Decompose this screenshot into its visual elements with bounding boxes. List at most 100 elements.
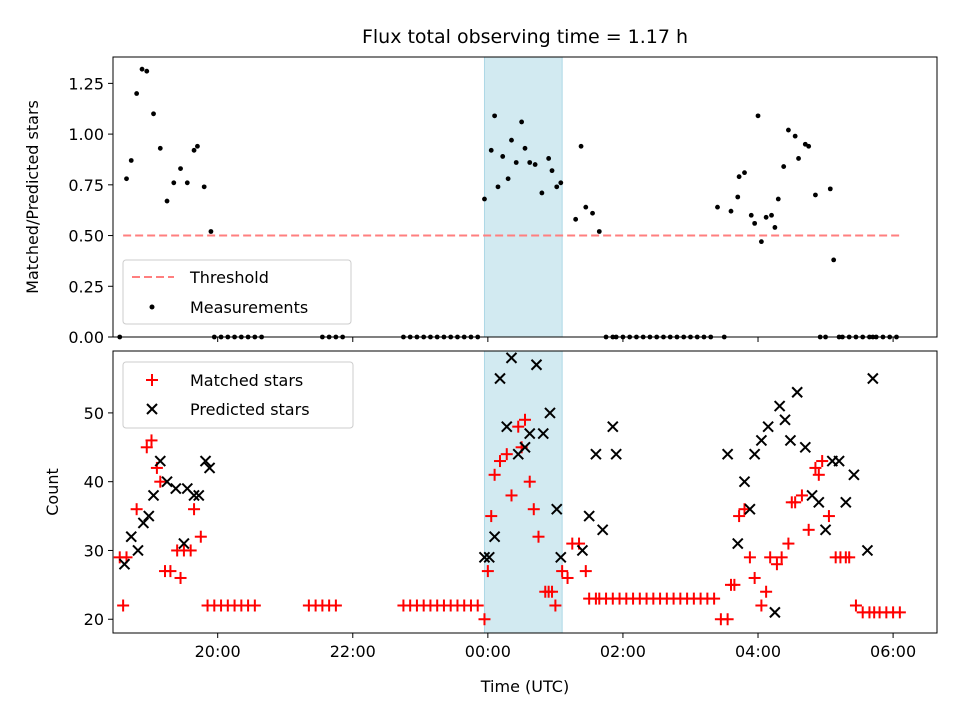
predicted-point	[773, 400, 786, 412]
matched-point	[579, 565, 592, 578]
measurement-point	[171, 180, 177, 186]
predicted-point	[762, 420, 774, 433]
measurement-point	[195, 143, 200, 149]
measurement-point	[539, 190, 545, 196]
top-ytick-label: 0.50	[68, 227, 104, 246]
predicted-point	[519, 441, 531, 453]
measurement-point	[178, 166, 183, 171]
predicted-point	[193, 489, 205, 502]
measurement-point	[813, 192, 818, 198]
legend-measurements-label: Measurements	[190, 298, 308, 317]
matched-point	[743, 551, 756, 564]
measurement-point	[806, 143, 812, 149]
predicted-point-b	[118, 558, 131, 570]
matched-point	[194, 530, 207, 543]
predicted-point-b	[721, 448, 734, 460]
bottom-series-2	[118, 352, 879, 619]
legend-predicted-label: Predicted stars	[190, 400, 310, 419]
measurement-point	[527, 160, 533, 165]
matched-point	[733, 510, 746, 523]
matched-point	[728, 578, 741, 591]
predicted-point-b	[501, 420, 513, 433]
matched-point	[248, 599, 261, 612]
top-ytick-label: 1.00	[68, 125, 104, 144]
matched-point	[184, 544, 197, 557]
predicted-point-b	[132, 544, 144, 557]
predicted-point-b	[610, 448, 622, 460]
predicted-point-b	[551, 503, 563, 515]
matched-point	[494, 455, 507, 468]
measurement-point	[715, 204, 720, 210]
predicted-point	[199, 455, 212, 467]
predicted-point	[840, 496, 852, 509]
measurement-point	[781, 164, 787, 169]
predicted-point	[732, 537, 744, 550]
top-legend: Threshold Measurements	[122, 259, 352, 325]
matched-point	[527, 503, 540, 516]
measurement-point	[590, 210, 595, 216]
predicted-point-b	[799, 441, 812, 453]
measurement-point	[578, 143, 584, 149]
predicted-point-b	[143, 510, 155, 522]
matched-point	[721, 613, 734, 626]
bottom-ytick-label: 40	[84, 473, 104, 492]
predicted-point-b	[147, 489, 160, 502]
measurement-point	[157, 145, 163, 151]
matched-point	[816, 455, 829, 468]
bottom-series-1	[113, 413, 906, 626]
measurement-point	[748, 212, 754, 218]
predicted-point	[530, 359, 543, 371]
predicted-point-b	[555, 551, 567, 564]
top-ytick-label: 0.00	[68, 328, 104, 347]
predicted-point-b	[483, 551, 495, 564]
predicted-point	[537, 427, 549, 440]
bottom-legend-box	[122, 361, 354, 429]
predicted-point	[143, 510, 155, 522]
predicted-point	[524, 427, 536, 440]
predicted-point-b	[203, 462, 216, 474]
predicted-point-b	[867, 372, 879, 385]
predicted-point	[170, 482, 182, 495]
measurement-point	[201, 184, 207, 190]
measurement-point	[775, 196, 781, 202]
measurement-point	[492, 113, 498, 119]
predicted-point-b	[544, 407, 556, 419]
predicted-point-b	[188, 489, 200, 502]
predicted-point	[784, 434, 797, 447]
predicted-point-b	[738, 475, 751, 488]
measurement-point	[755, 113, 761, 119]
predicted-point-b	[199, 455, 212, 467]
predicted-point	[596, 524, 609, 536]
x-axis-label: Time (UTC)	[480, 677, 569, 696]
measurement-point	[488, 147, 494, 153]
predicted-point-b	[762, 420, 774, 433]
matched-point	[154, 475, 167, 488]
top-axes-frame	[112, 56, 938, 338]
predicted-point	[147, 489, 160, 502]
predicted-point	[137, 517, 150, 529]
predicted-point	[505, 352, 518, 364]
legend-predicted-swatch	[146, 403, 158, 415]
measurement-point	[735, 194, 741, 200]
top-panel: 0.00 0.25 0.50 0.75 1.00 1.25	[68, 56, 938, 347]
matched-point	[188, 503, 201, 516]
measurement-point	[151, 111, 156, 117]
measurement-point	[128, 158, 134, 163]
measurement-point	[752, 220, 758, 226]
top-legend-box	[122, 259, 352, 325]
matched-point	[849, 599, 862, 612]
predicted-point-b	[505, 352, 518, 364]
measurement-point	[772, 225, 778, 230]
predicted-point	[488, 531, 501, 543]
predicted-point-b	[478, 551, 491, 564]
measurement-point	[522, 145, 528, 151]
predicted-point	[861, 544, 874, 557]
measurement-point	[786, 127, 791, 133]
predicted-point	[188, 489, 200, 502]
predicted-point	[132, 544, 144, 557]
matched-point	[329, 599, 342, 612]
matched-point	[478, 613, 491, 626]
bottom-xtick-label: 04:00	[735, 642, 781, 661]
measurement-point	[763, 214, 769, 220]
measurement-point	[827, 186, 833, 192]
